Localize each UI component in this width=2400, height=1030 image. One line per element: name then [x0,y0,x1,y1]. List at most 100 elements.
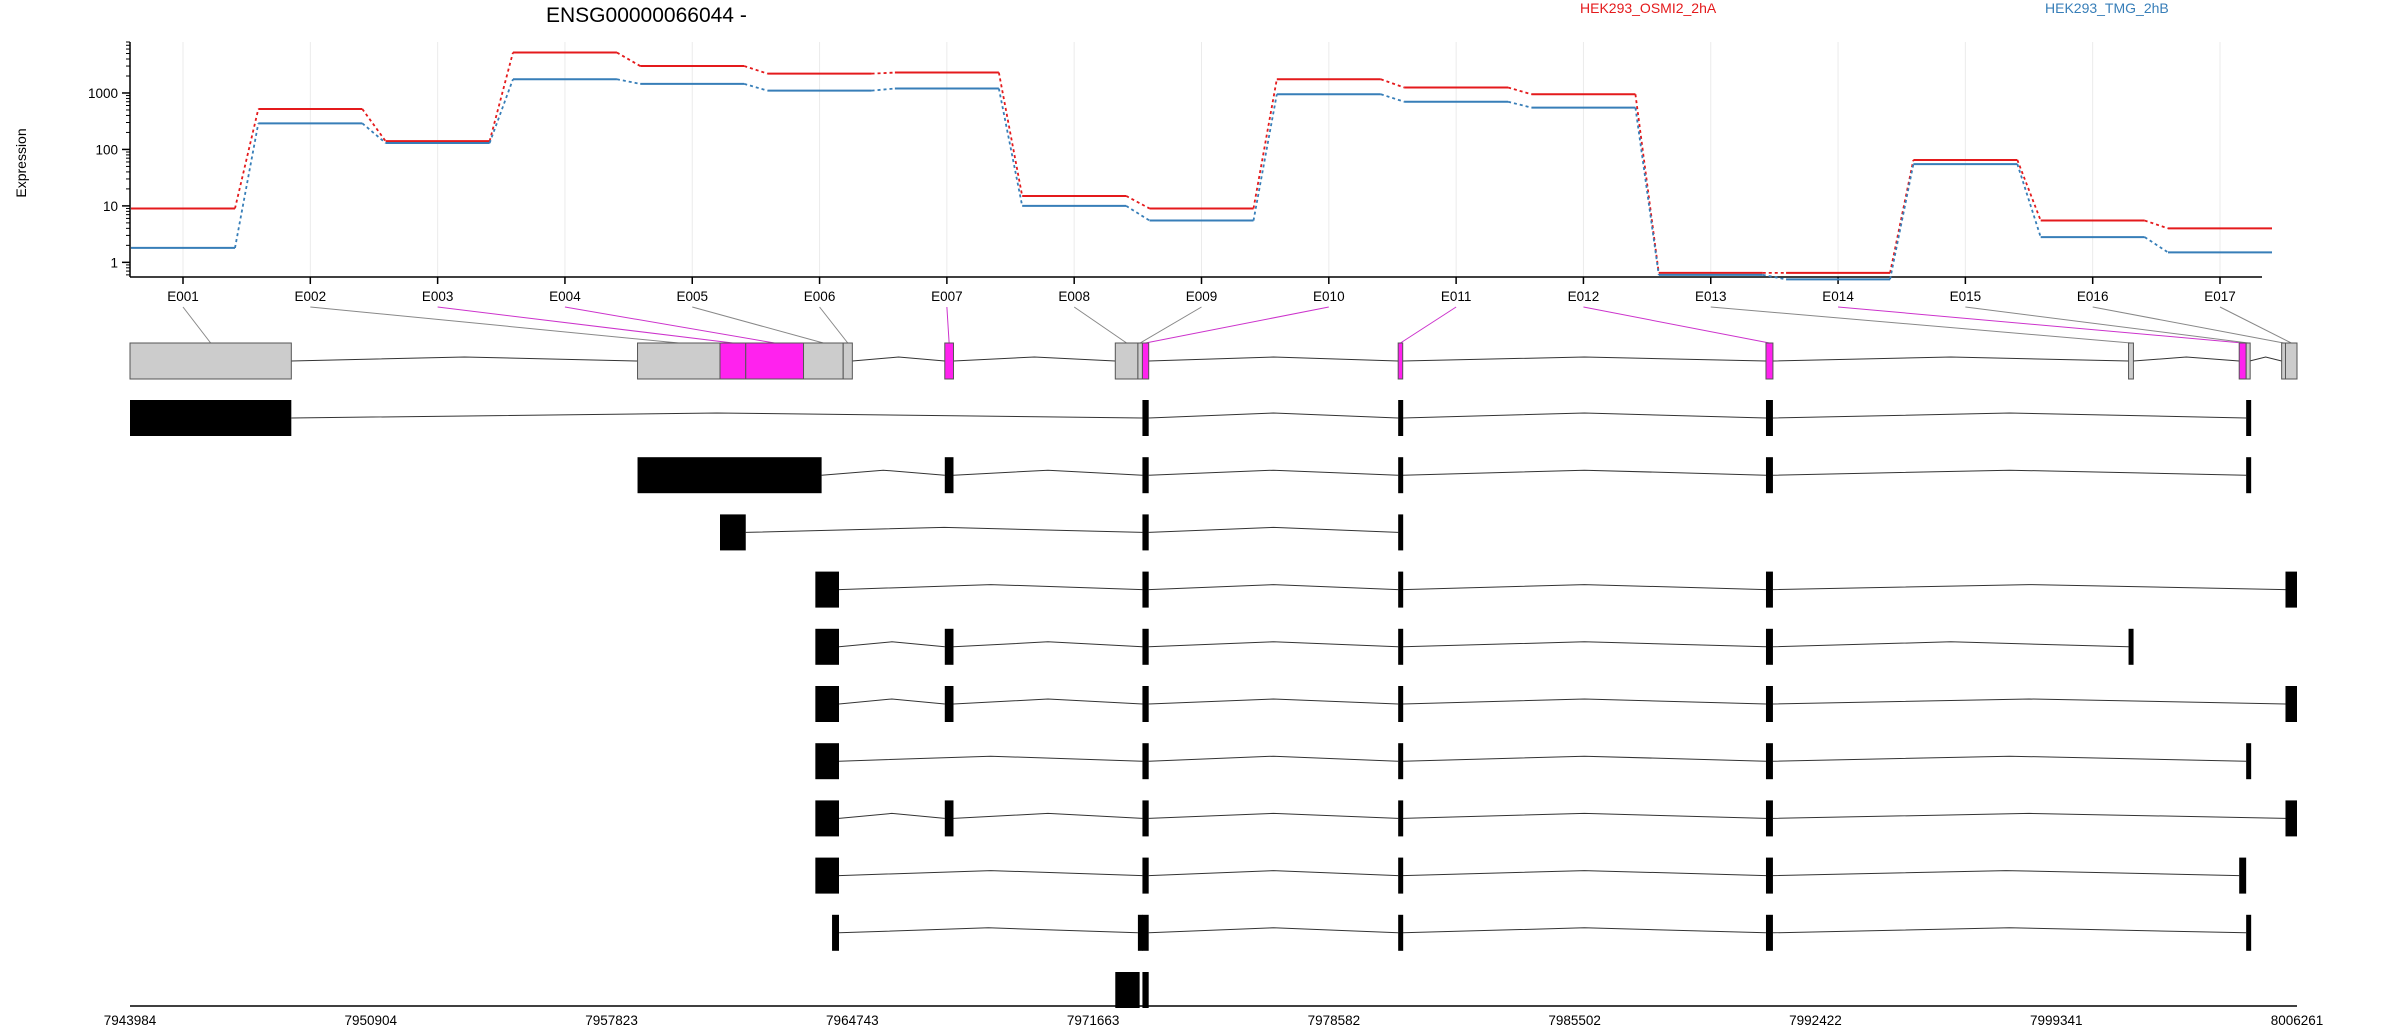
transcript-exon [1398,628,1404,665]
intron-line [953,469,1143,476]
intron-line [1148,584,1399,591]
connector-E002 [310,306,679,344]
series-connector [743,83,768,92]
x-tick-label: E003 [422,289,454,304]
intron-line [1772,927,2247,934]
legend-entry-tmg: HEK293_TMG_2hB [2045,0,2169,16]
connector-E009 [1139,306,1202,344]
intron-line [1402,812,1766,819]
transcript-exon [720,514,746,551]
transcript-exon [1142,972,1149,1008]
x-tick-label: E016 [2077,289,2109,304]
intron-line [838,812,945,819]
transcript-exon [1398,800,1404,837]
series-connector [1762,273,1787,281]
transcript-exon [944,800,954,837]
intron-line [838,698,945,705]
transcript-exon [1142,743,1149,780]
intron-line [291,356,638,362]
transcript-exon [1398,457,1404,494]
intron-line [1772,469,2247,476]
exon-E011 [1397,342,1404,380]
transcript-exon [1142,914,1149,951]
x-tick-label: E006 [804,289,836,304]
intron-line [838,927,1138,934]
transcript-10 [832,914,2252,951]
x-tick-label: E008 [1058,289,1090,304]
connector-E011 [1400,306,1457,344]
intron-line [1148,870,1399,877]
genomic-tick-label: 7950904 [344,1013,397,1028]
x-tick-label: E009 [1186,289,1218,304]
series-connector [1634,107,1660,275]
transcript-exon [815,628,840,665]
transcript-exon [815,743,840,780]
connector-E004 [564,306,775,344]
intron-line [1148,469,1399,476]
transcript-5 [815,628,2134,665]
exon-E008 [1114,342,1139,380]
exon-E001 [129,342,292,380]
series-connector [361,108,387,142]
transcript-exon [2246,400,2252,436]
y-tick-label: 1 [110,255,118,270]
series-connector [997,88,1024,207]
transcript-exon [2246,457,2252,494]
transcript-7 [815,743,2252,780]
transcript-exon [1142,857,1149,894]
intron-line [1148,927,1399,934]
series-connector [616,51,641,67]
gene-model [129,342,2298,380]
series-connector [488,52,514,142]
transcript-exon [944,686,954,722]
intron-line [1148,641,1399,648]
transcript-3 [720,514,1404,551]
transcript-exon [1765,686,1773,722]
intron-line [821,469,945,476]
intron-line [1402,870,1766,877]
intron-line [2133,356,2240,362]
genomic-tick-label: 7992422 [1789,1013,1842,1028]
y-tick-label: 1000 [88,86,118,101]
connector-E013 [1710,306,2132,344]
intron-line [953,698,1143,705]
transcript-6 [815,686,2297,722]
series-1 [131,78,2272,281]
intron-line [1402,927,1766,934]
intron-line [1772,698,2286,705]
transcript-exon [1398,686,1404,722]
series-connector [1507,86,1532,96]
x-tick-label: E011 [1441,289,1472,304]
series-connector [1125,195,1150,210]
transcripts [130,400,2297,1008]
exon-E002 [637,342,721,380]
exon-connectors [182,306,2292,344]
connector-E014 [1838,306,2243,344]
x-tick-label: E001 [167,289,199,304]
series-connector [2144,219,2169,230]
intron-line [1402,755,1766,762]
y-axis-label: Expression [13,128,29,197]
chart-title: ENSG00000066044 - [546,4,747,27]
transcript-exon [1765,400,1773,436]
transcript-exon [1765,457,1773,494]
intron-line [1772,812,2286,819]
transcript-exon [130,400,292,436]
x-tick-label: E004 [549,289,581,304]
series-connector [234,108,260,209]
exon-E007 [944,342,954,380]
y-axis: 1 10 100 1000 [88,41,131,277]
legend-entry-osmi2: HEK293_OSMI2_2hA [1580,0,1717,16]
series-connector [1507,100,1532,109]
genomic-tick-label: 7985502 [1548,1013,1601,1028]
genomic-tick-label: 8006261 [2271,1013,2324,1028]
transcript-exon [1765,743,1773,780]
intron-line [1402,698,1766,705]
transcript-4 [815,571,2297,608]
x-tick-label: E010 [1313,289,1345,304]
x-tick-label: E005 [676,289,708,304]
transcript-exon [1142,800,1149,837]
connector-E017 [2219,306,2292,344]
series-connector [1889,163,1915,280]
